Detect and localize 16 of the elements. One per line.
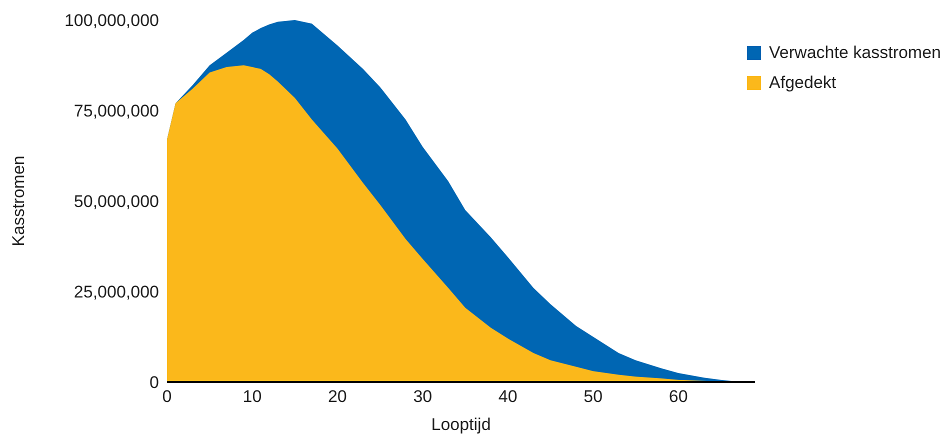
legend-label: Verwachte kasstromen [769, 43, 941, 63]
x-tick-label: 60 [668, 387, 688, 406]
legend-label: Afgedekt [769, 73, 836, 93]
y-tick-label: 75,000,000 [74, 102, 159, 121]
x-tick-label: 50 [584, 387, 603, 406]
y-tick-label: 100,000,000 [64, 11, 159, 30]
x-tick-label: 0 [162, 387, 172, 406]
y-tick-label: 25,000,000 [74, 282, 159, 302]
x-axis-title: Looptijd [431, 415, 491, 434]
x-tick-label: 10 [242, 387, 262, 406]
x-tick-label: 40 [498, 387, 518, 406]
y-tick-label: 0 [150, 373, 159, 392]
y-tick-label: 50,000,000 [74, 192, 159, 212]
y-axis-title: Kasstromen [9, 156, 28, 246]
x-tick-label: 20 [328, 387, 347, 406]
x-tick-label: 30 [413, 387, 432, 406]
